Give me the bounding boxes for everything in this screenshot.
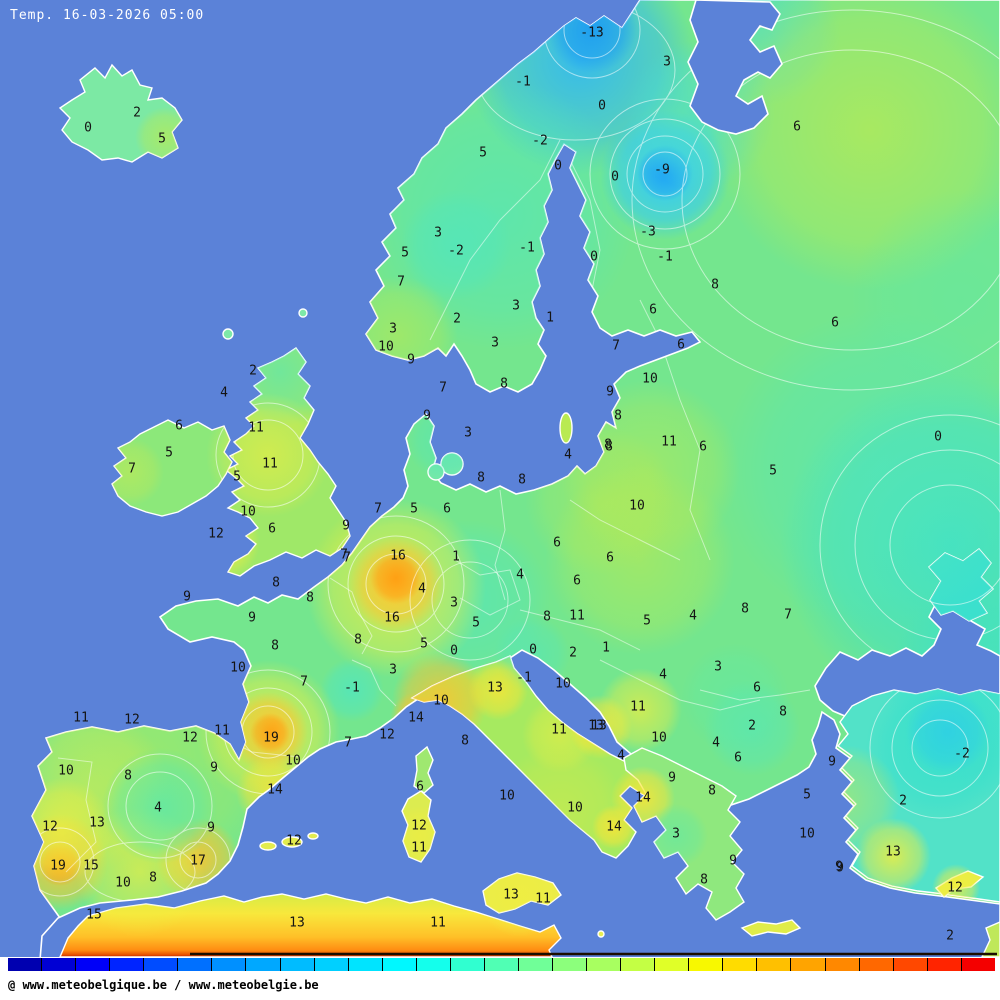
colorbar-cell	[689, 958, 724, 971]
colorbar-cell	[178, 958, 213, 971]
map-title: Temp. 16-03-2026 05:00	[10, 8, 205, 23]
colorbar-cell	[8, 958, 43, 971]
copyright-text: @ www.meteobelgique.be / www.meteobelgie…	[8, 978, 319, 992]
europe-temperature-map	[31, 0, 1000, 957]
faroe-islands	[222, 328, 234, 340]
temperature-colorbar	[8, 958, 995, 971]
colorbar-cell	[587, 958, 622, 971]
colorbar-cell	[927, 958, 962, 971]
colorbar-cell	[553, 958, 588, 971]
colorbar-cell	[450, 958, 485, 971]
white-sea	[687, 0, 783, 135]
colorbar-cell	[484, 958, 519, 971]
shetland-islands	[298, 308, 308, 318]
colorbar-cell	[961, 958, 995, 971]
malta	[597, 930, 605, 938]
menorca	[307, 832, 319, 840]
colorbar-cell	[280, 958, 315, 971]
colorbar-cell	[825, 958, 860, 971]
mallorca	[281, 836, 303, 848]
colorbar-cell	[416, 958, 451, 971]
colorbar-cell	[655, 958, 690, 971]
colorbar-cell	[621, 958, 656, 971]
colorbar-cell	[757, 958, 792, 971]
footer-strip: @ www.meteobelgique.be / www.meteobelgie…	[0, 972, 1000, 1000]
colorbar-cell	[246, 958, 281, 971]
ibiza	[259, 841, 277, 851]
colorbar-cell	[314, 958, 349, 971]
colorbar-cell	[348, 958, 383, 971]
colorbar-cell	[723, 958, 758, 971]
colorbar-cell	[382, 958, 417, 971]
map-area: 0 2 5 -13 3 -1 0 -2 5 0 0 -9 -3 -1 0 6 8 6 0 6 3 -2 -1 5 7 3 2 1 3 3 1…	[0, 0, 1000, 957]
colorbar-cell	[893, 958, 928, 971]
colorbar-cell	[859, 958, 894, 971]
colorbar-cell	[518, 958, 553, 971]
colorbar-cell	[144, 958, 179, 971]
colorbar-cell	[791, 958, 826, 971]
colorbar-cell	[212, 958, 247, 971]
colorbar-cell	[42, 958, 77, 971]
colorbar-cell	[76, 958, 111, 971]
colorbar-cell	[110, 958, 145, 971]
